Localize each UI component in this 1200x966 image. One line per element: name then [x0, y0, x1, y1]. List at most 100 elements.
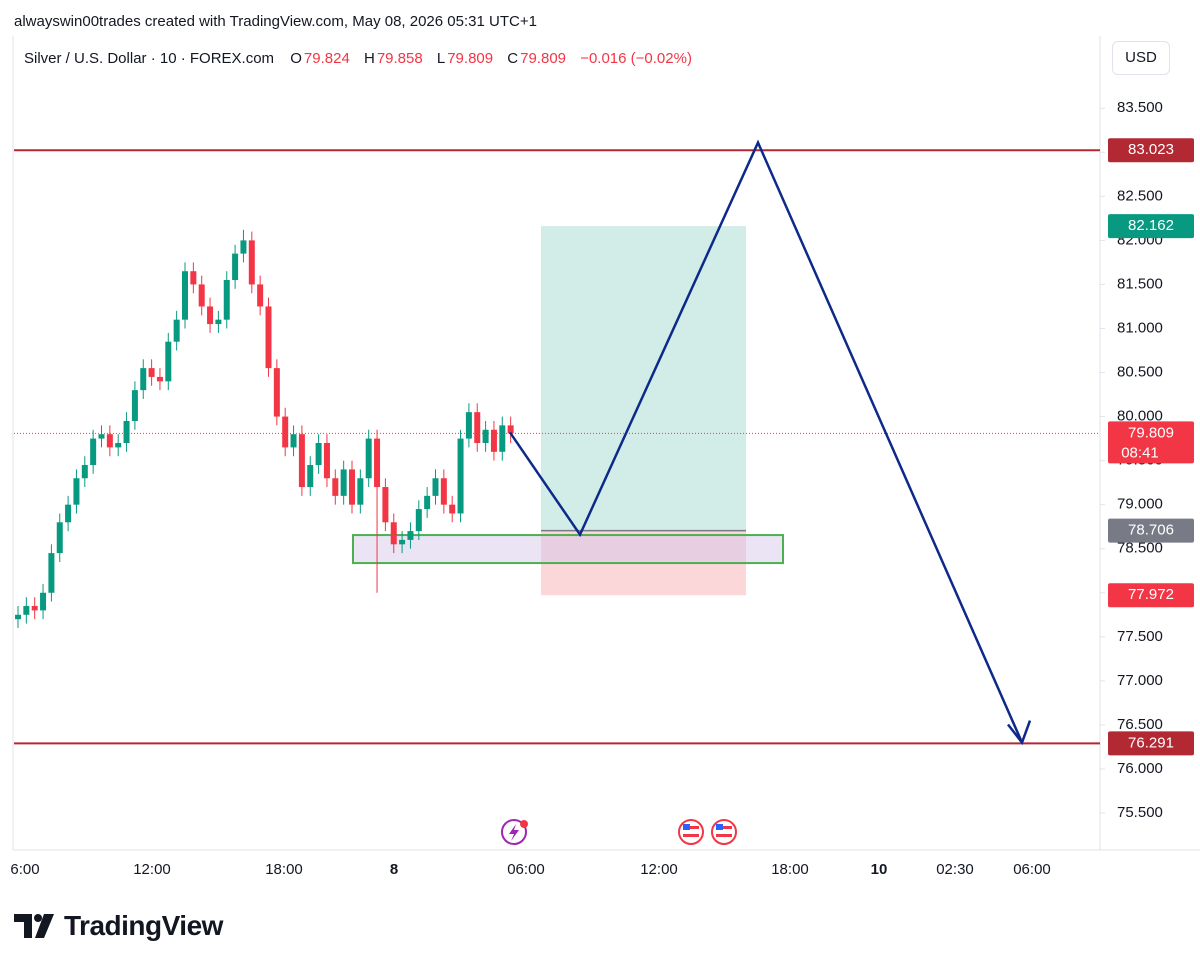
candle-body — [499, 425, 506, 452]
brand-name: TradingView — [64, 910, 223, 941]
symbol-title: Silver / U.S. Dollar · 10 · FOREX.com — [24, 50, 275, 67]
y-tick-label: 79.000 — [1117, 496, 1163, 513]
candle-body — [106, 434, 113, 448]
ohlc-key: C — [507, 50, 519, 67]
candle-body — [290, 434, 297, 448]
level-label-bg — [1108, 731, 1194, 756]
y-tick-label: 77.000 — [1117, 672, 1163, 689]
x-tick-label: 18:00 — [771, 861, 809, 878]
candle-body — [507, 425, 514, 434]
candle-body — [248, 240, 255, 285]
y-tick-label: 80.500 — [1117, 363, 1163, 380]
candle-body — [182, 271, 188, 320]
x-tick-label: 02:30 — [936, 861, 974, 878]
candle-body — [65, 504, 72, 523]
level-label: 76.291 — [1128, 734, 1174, 751]
candle-body — [15, 614, 21, 620]
candle-body — [73, 478, 80, 505]
y-tick-label: 82.500 — [1117, 187, 1163, 204]
candle-body — [424, 495, 431, 510]
candle-body — [390, 522, 397, 545]
candle-body — [40, 592, 47, 611]
entry-label-bg — [1108, 518, 1194, 543]
candle-body — [399, 539, 406, 545]
candle-body — [156, 376, 163, 382]
target-label-bg — [1108, 214, 1194, 239]
candle-body — [457, 438, 464, 514]
level-label-bg — [1108, 138, 1194, 163]
y-tick-label: 75.500 — [1117, 804, 1163, 821]
candle-body — [282, 416, 289, 448]
candle-body — [298, 434, 305, 488]
candle-body — [48, 553, 55, 593]
attribution: alwayswin00trades created with TradingVi… — [14, 13, 537, 30]
x-tick-label: 18:00 — [265, 861, 303, 878]
stop-label: 77.972 — [1128, 586, 1174, 603]
y-tick-label: 81.000 — [1117, 319, 1163, 336]
target-area — [541, 226, 746, 531]
candle-body — [207, 306, 214, 325]
stop-label-bg — [1108, 583, 1194, 608]
candle-body — [115, 443, 122, 448]
candle-body — [323, 443, 330, 479]
candle-body — [432, 478, 439, 496]
candle-body — [465, 412, 472, 439]
candle-body — [81, 465, 88, 479]
y-tick-label: 76.000 — [1117, 760, 1163, 777]
currency-button[interactable]: USD — [1112, 41, 1170, 75]
candle-body — [98, 434, 105, 439]
candle-body — [173, 319, 180, 342]
candle-body — [215, 319, 222, 325]
candle-body — [357, 478, 364, 505]
ohlc-value: 79.809 — [447, 50, 494, 67]
event-icons — [501, 819, 737, 845]
candle-body — [315, 443, 322, 466]
candle-body — [240, 240, 247, 254]
candle-body — [140, 368, 147, 391]
y-tick-label: 76.500 — [1117, 716, 1163, 733]
candle-body — [407, 531, 414, 540]
current-price-label: 79.809 — [1128, 424, 1174, 441]
candle-body — [273, 368, 280, 417]
candle-body — [123, 420, 130, 443]
candle-body — [340, 469, 347, 496]
candle-body — [198, 284, 205, 307]
current-price-label-bg — [1108, 421, 1194, 464]
y-tick-label: 81.500 — [1117, 275, 1163, 292]
x-tick-label: 12:00 — [640, 861, 678, 878]
ohlc-value: 79.809 — [520, 50, 567, 67]
candle-body — [265, 306, 272, 369]
candle-body — [23, 605, 30, 615]
brand-logo — [14, 914, 54, 938]
ohlc-key: O — [290, 50, 302, 67]
candle-body — [90, 438, 97, 466]
target-label: 82.162 — [1128, 217, 1174, 234]
candle-body — [490, 429, 497, 452]
projection-arrowhead — [1007, 720, 1032, 746]
candle-body — [415, 509, 422, 532]
ohlc-value: 79.824 — [303, 50, 350, 67]
x-tick-label: 6:00 — [10, 861, 39, 878]
x-tick-label: 10 — [871, 861, 888, 878]
candle-body — [190, 271, 197, 285]
level-label: 83.023 — [1128, 141, 1174, 158]
candle-body — [223, 280, 230, 320]
candle-body — [332, 478, 339, 496]
candle-body — [307, 465, 314, 488]
candle-body — [365, 438, 372, 479]
candle-body — [374, 438, 381, 488]
candle-body — [440, 478, 447, 505]
y-tick-label: 77.500 — [1117, 628, 1163, 645]
candle-body — [482, 429, 489, 443]
x-tick-label: 06:00 — [1013, 861, 1051, 878]
candle-body — [56, 522, 63, 554]
candle-body — [165, 341, 172, 382]
candle-body — [148, 368, 155, 377]
candle-body — [449, 504, 456, 514]
y-tick-label: 78.500 — [1117, 540, 1163, 557]
y-tick-label: 80.000 — [1117, 408, 1163, 425]
change: −0.016 (−0.02%) — [580, 50, 692, 67]
x-tick-label: 12:00 — [133, 861, 171, 878]
